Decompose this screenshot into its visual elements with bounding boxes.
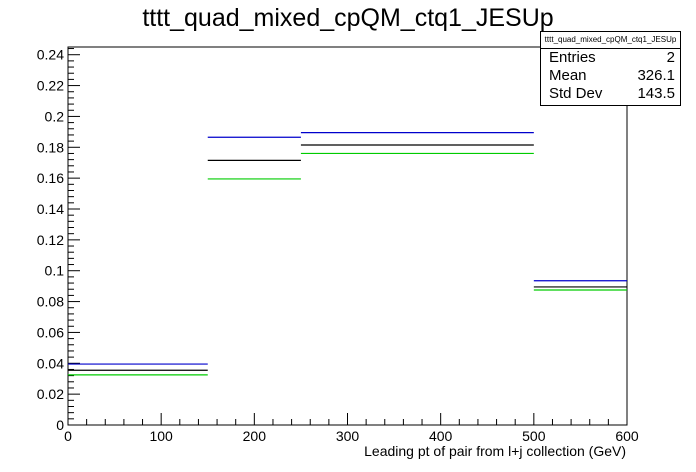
- y-tick-label: 0.02: [37, 386, 64, 402]
- x-tick-label: 400: [429, 428, 453, 444]
- y-tick-label: 0.24: [37, 47, 64, 63]
- x-tick-label: 600: [615, 428, 639, 444]
- y-tick-label: 0.12: [37, 232, 64, 248]
- x-tick-label: 300: [336, 428, 360, 444]
- stats-value: 326.1: [637, 67, 675, 84]
- stats-row-mean: Mean 326.1: [541, 67, 680, 85]
- stats-box: tttt_quad_mixed_cpQM_ctq1_JESUp Entries …: [540, 31, 681, 106]
- y-tick-label: 0.1: [45, 263, 65, 279]
- x-tick-label: 100: [149, 428, 173, 444]
- y-tick-label: 0.14: [37, 201, 64, 217]
- y-tick-label: 0.22: [37, 78, 64, 94]
- stats-row-std-dev: Std Dev 143.5: [541, 85, 680, 103]
- x-tick-label: 200: [243, 428, 267, 444]
- stats-label: Entries: [549, 49, 596, 66]
- stats-label: Std Dev: [549, 85, 603, 102]
- x-tick-label: 0: [64, 428, 72, 444]
- x-tick-label: 500: [522, 428, 546, 444]
- y-tick-label: 0: [56, 417, 64, 433]
- x-axis-label: Leading pt of pair from l+j collection (…: [364, 443, 626, 459]
- stats-value: 2: [666, 49, 675, 66]
- y-tick-label: 0.2: [45, 108, 65, 124]
- chart-title: tttt_quad_mixed_cpQM_ctq1_JESUp: [142, 4, 554, 32]
- stats-box-title: tttt_quad_mixed_cpQM_ctq1_JESUp: [541, 32, 680, 49]
- stats-label: Mean: [549, 67, 587, 84]
- y-tick-label: 0.04: [37, 355, 64, 371]
- y-tick-label: 0.18: [37, 139, 64, 155]
- y-tick-label: 0.06: [37, 324, 64, 340]
- stats-row-entries: Entries 2: [541, 49, 680, 67]
- stats-value: 143.5: [637, 85, 675, 102]
- y-tick-label: 0.08: [37, 294, 64, 310]
- y-tick-label: 0.16: [37, 170, 64, 186]
